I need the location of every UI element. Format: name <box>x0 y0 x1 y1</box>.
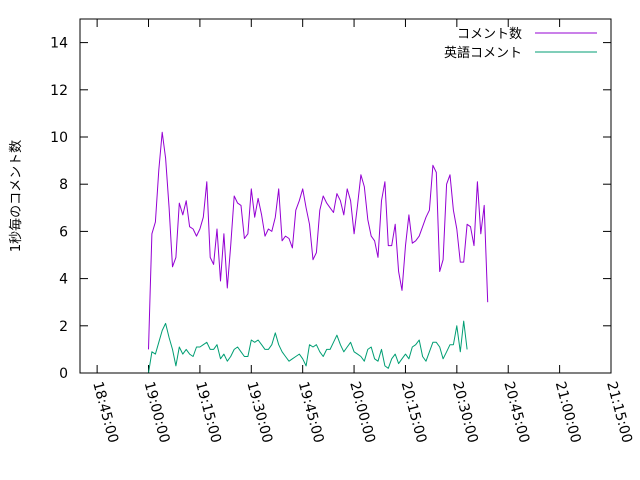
y-tick-label: 0 <box>59 366 68 382</box>
x-tick-label: 18:45:00 <box>89 380 121 445</box>
y-tick-label: 6 <box>59 224 68 240</box>
legend-label-0: コメント数 <box>457 27 522 42</box>
plot-frame <box>79 18 612 374</box>
x-tick-label: 19:15:00 <box>192 380 224 445</box>
y-tick-label: 12 <box>50 83 68 99</box>
series-line-1 <box>148 320 468 374</box>
series-lines <box>148 131 489 374</box>
x-tick-label: 19:00:00 <box>141 380 173 445</box>
y-axis-title: 1秒毎のコメント数 <box>8 140 24 252</box>
y-tick-label: 2 <box>59 319 68 335</box>
x-tick-label: 19:45:00 <box>295 380 327 445</box>
x-tick-label: 20:45:00 <box>500 380 532 445</box>
x-tick-label: 20:15:00 <box>398 380 430 445</box>
y-tick-label: 14 <box>50 36 68 52</box>
axis-ticks <box>80 19 612 374</box>
series-line-0 <box>148 131 489 350</box>
y-tick-label: 10 <box>50 130 68 146</box>
y-tick-label: 4 <box>59 272 68 288</box>
x-tick-label: 20:00:00 <box>346 380 378 445</box>
x-tick-label: 19:30:00 <box>243 380 275 445</box>
y-tick-label: 8 <box>59 177 68 193</box>
tick-labels: 0 2 4 6 8 10 12 14 18:45:00 19:00:00 19:15:00 19:30… <box>50 36 635 445</box>
x-tick-label: 21:00:00 <box>552 380 584 445</box>
x-tick-label: 21:15:00 <box>603 380 635 445</box>
x-tick-label: 20:30:00 <box>449 380 481 445</box>
legend-label-1: 英語コメント <box>444 45 522 61</box>
